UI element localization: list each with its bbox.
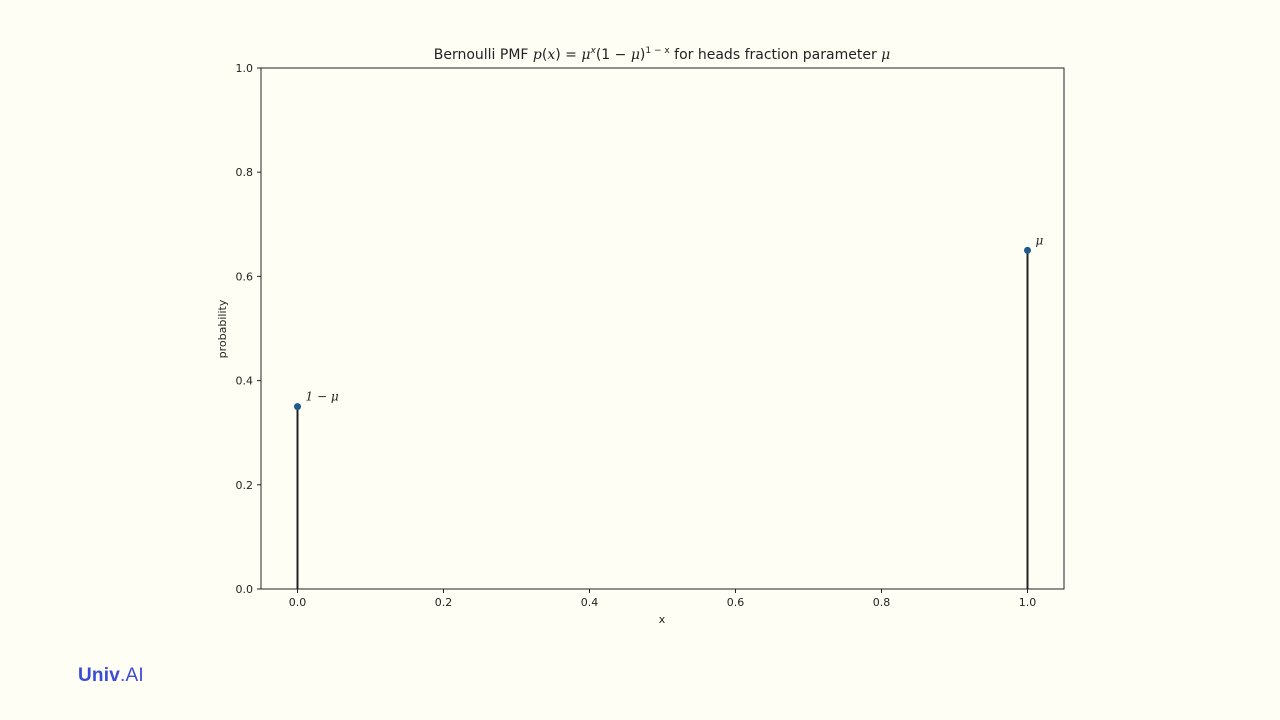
stem-marker xyxy=(1024,246,1031,254)
x-tick-label: 1.0 xyxy=(1019,596,1037,609)
y-tick-label: 0.6 xyxy=(236,270,254,283)
stem-series: 1 − μ μ xyxy=(294,233,1044,589)
univai-logo: Univ.AI xyxy=(78,665,144,686)
point-annotation: μ xyxy=(1036,233,1044,247)
x-tick-label: 0.4 xyxy=(581,596,599,609)
x-axis-ticks: 0.0 0.2 0.4 0.6 0.8 1.0 xyxy=(289,589,1037,609)
x-tick-label: 0.6 xyxy=(727,596,745,609)
point-annotation: 1 − μ xyxy=(306,390,339,404)
y-tick-label: 0.8 xyxy=(236,166,254,179)
chart-title: Bernoulli PMF p(x) = μx(1 − μ)1 − x for … xyxy=(434,46,891,63)
y-tick-label: 0.2 xyxy=(236,479,254,492)
y-tick-label: 0.0 xyxy=(236,583,254,596)
y-axis-ticks: 0.0 0.2 0.4 0.6 0.8 1.0 xyxy=(236,62,261,596)
x-tick-label: 0.8 xyxy=(873,596,891,609)
x-axis-label: x xyxy=(659,613,666,626)
y-axis-label: probability xyxy=(216,299,229,358)
y-tick-label: 0.4 xyxy=(236,375,254,388)
plot-area-frame xyxy=(260,67,1065,590)
y-tick-label: 1.0 xyxy=(236,62,254,75)
stem-marker xyxy=(294,403,301,411)
x-tick-label: 0.0 xyxy=(289,596,307,609)
x-tick-label: 0.2 xyxy=(435,596,453,609)
